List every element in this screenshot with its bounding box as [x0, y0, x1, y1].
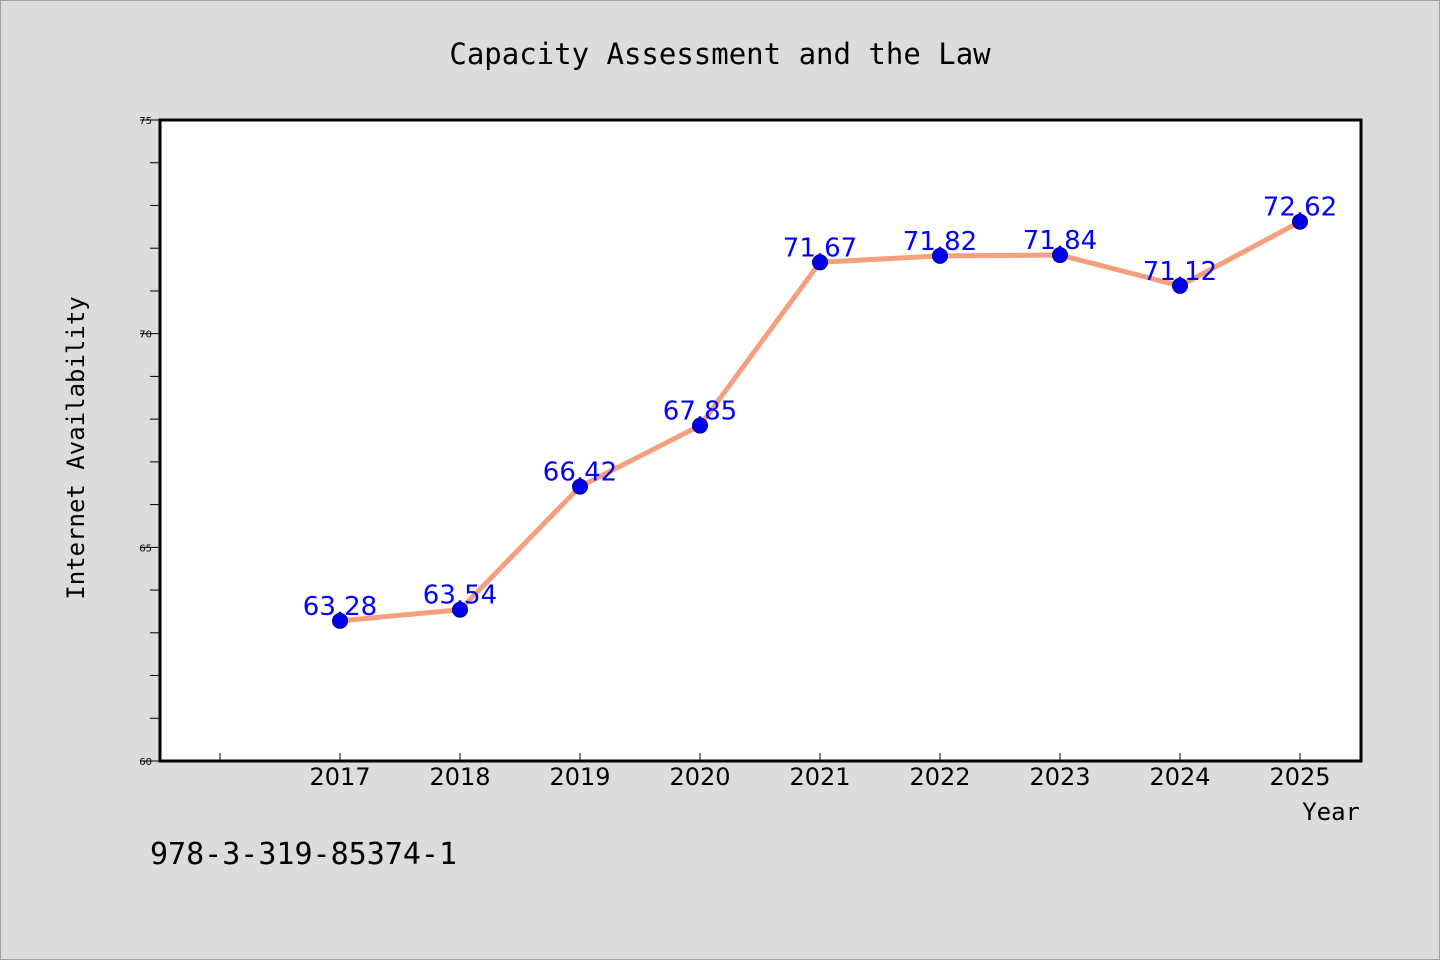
x-axis: 2017 2018 2019 2020 2021 2022 2023 2024 2025	[219, 753, 1331, 791]
data-label: 71.67	[783, 233, 857, 263]
x-tick-label: 2019	[549, 763, 610, 791]
plot-area	[158, 118, 1363, 763]
data-label: 63.54	[423, 581, 497, 611]
x-tick-label: 2020	[669, 763, 730, 791]
chart-title: Capacity Assessment and the Law	[449, 37, 991, 71]
x-tick-label: 2024	[1149, 763, 1210, 791]
data-point	[692, 417, 708, 434]
data-label: 67.85	[663, 397, 737, 427]
x-tick-label: 2018	[429, 763, 490, 791]
x-tick-label: 2022	[909, 763, 970, 791]
data-label: 63.28	[303, 592, 377, 622]
data-label: 71.84	[1023, 226, 1097, 256]
data-point	[332, 612, 348, 629]
data-point	[1172, 277, 1188, 294]
x-tick-label: 2021	[789, 763, 850, 791]
y-tick-label: 60	[139, 757, 152, 768]
y-axis: 60 65 70 75	[139, 116, 160, 768]
y-axis-label: Internet Availability	[62, 296, 90, 599]
y-tick-label: 75	[139, 116, 152, 127]
isbn-label: 978-3-319-85374-1	[150, 837, 457, 872]
data-point	[452, 601, 468, 618]
x-tick-label: 2023	[1029, 763, 1090, 791]
data-label: 72.62	[1263, 193, 1337, 223]
data-point	[1052, 247, 1068, 264]
data-point	[572, 478, 588, 495]
y-tick-label: 65	[139, 543, 152, 554]
data-label: 66.42	[543, 458, 617, 488]
x-axis-label: Year	[1302, 798, 1360, 826]
x-tick-label: 2017	[309, 763, 370, 791]
data-label: 71.82	[903, 227, 977, 257]
data-label: 71.12	[1143, 257, 1217, 287]
x-tick-label: 2025	[1269, 763, 1330, 791]
series-layer: 63.28 63.54 66.42 67.85 71.67 71.82 71.84 71.12…	[303, 193, 1337, 629]
data-point	[932, 247, 948, 264]
y-tick-label: 70	[139, 330, 152, 341]
data-point	[812, 254, 828, 271]
data-point	[1292, 213, 1308, 230]
